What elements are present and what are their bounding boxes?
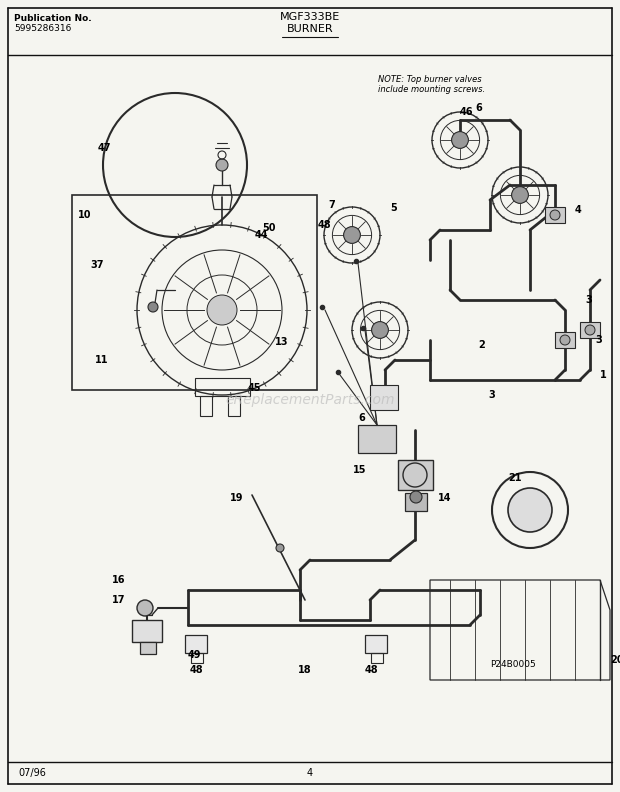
Bar xyxy=(545,207,565,223)
Bar xyxy=(580,322,600,338)
Text: 07/96: 07/96 xyxy=(18,768,46,778)
Text: 14: 14 xyxy=(438,493,451,503)
Bar xyxy=(191,653,203,663)
Text: 3: 3 xyxy=(585,295,591,305)
Circle shape xyxy=(137,600,153,616)
Circle shape xyxy=(207,295,237,325)
Text: 4: 4 xyxy=(575,205,582,215)
Text: BURNER: BURNER xyxy=(286,24,334,34)
Circle shape xyxy=(550,210,560,220)
Bar xyxy=(195,378,250,396)
Text: 15: 15 xyxy=(353,465,366,475)
Bar xyxy=(358,425,396,453)
Text: 7: 7 xyxy=(328,200,335,210)
Bar xyxy=(200,396,212,416)
Circle shape xyxy=(148,302,158,312)
Circle shape xyxy=(410,491,422,503)
Circle shape xyxy=(216,159,228,171)
Bar xyxy=(365,635,387,653)
Text: 21: 21 xyxy=(508,473,521,483)
Text: 48: 48 xyxy=(365,665,379,675)
Text: P24B0005: P24B0005 xyxy=(490,660,536,669)
Text: 48: 48 xyxy=(190,665,203,675)
Circle shape xyxy=(371,322,388,338)
Text: NOTE: Top burner valves
include mounting screws.: NOTE: Top burner valves include mounting… xyxy=(378,75,485,94)
Circle shape xyxy=(276,544,284,552)
Bar xyxy=(555,332,575,348)
Circle shape xyxy=(512,187,528,204)
Bar xyxy=(370,385,398,410)
Text: 16: 16 xyxy=(112,575,125,585)
Circle shape xyxy=(451,131,468,148)
Text: 5: 5 xyxy=(390,203,397,213)
Text: 10: 10 xyxy=(78,210,92,220)
Bar xyxy=(72,195,317,390)
Text: 48: 48 xyxy=(318,220,332,230)
Bar xyxy=(398,460,433,490)
Bar xyxy=(132,620,162,642)
Bar xyxy=(405,493,427,511)
Text: 13: 13 xyxy=(275,337,288,347)
Text: 17: 17 xyxy=(112,595,125,605)
Text: 3: 3 xyxy=(488,390,495,400)
Text: Publication No.: Publication No. xyxy=(14,14,92,23)
Text: 46: 46 xyxy=(460,107,474,117)
Text: 18: 18 xyxy=(298,665,312,675)
Text: 45: 45 xyxy=(248,383,262,393)
Text: 44: 44 xyxy=(255,230,268,240)
Text: 4: 4 xyxy=(307,768,313,778)
Text: 19: 19 xyxy=(230,493,244,503)
Text: 6: 6 xyxy=(475,103,482,113)
Text: 47: 47 xyxy=(98,143,112,153)
Text: MGF333BE: MGF333BE xyxy=(280,12,340,22)
Text: 49: 49 xyxy=(188,650,202,660)
Circle shape xyxy=(560,335,570,345)
Text: eReplacementParts.com: eReplacementParts.com xyxy=(225,393,395,407)
Text: 5995286316: 5995286316 xyxy=(14,24,71,33)
Circle shape xyxy=(343,227,360,243)
Bar xyxy=(228,396,240,416)
Text: 50: 50 xyxy=(262,223,275,233)
Bar xyxy=(140,642,156,654)
Text: 3: 3 xyxy=(595,335,602,345)
Text: 2: 2 xyxy=(478,340,485,350)
Bar xyxy=(185,635,207,653)
Text: 6: 6 xyxy=(358,413,365,423)
Text: 1: 1 xyxy=(600,370,607,380)
Circle shape xyxy=(585,325,595,335)
Circle shape xyxy=(508,488,552,532)
Text: 11: 11 xyxy=(95,355,108,365)
Bar xyxy=(371,653,383,663)
Text: 20: 20 xyxy=(610,655,620,665)
Text: 37: 37 xyxy=(90,260,104,270)
